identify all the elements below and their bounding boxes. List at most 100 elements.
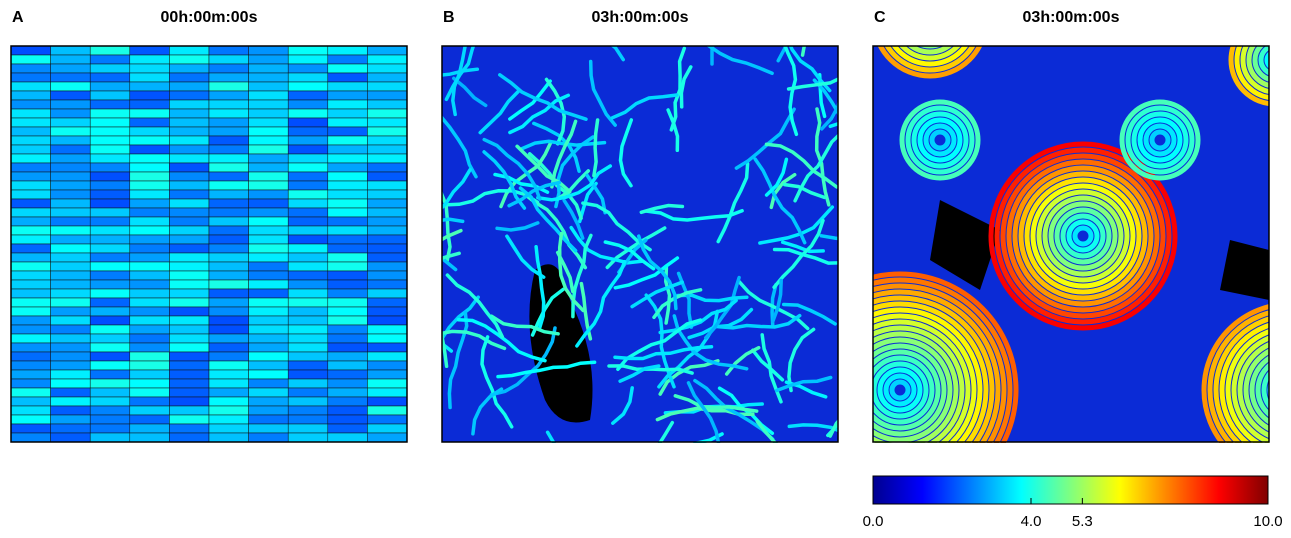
cell (90, 424, 130, 433)
cell (209, 190, 249, 199)
cell (288, 145, 328, 154)
cell (90, 46, 130, 55)
cell (367, 334, 407, 343)
cell (130, 289, 170, 298)
cell (328, 208, 368, 217)
cell (328, 82, 368, 91)
cell (90, 217, 130, 226)
cell (169, 190, 209, 199)
cell (288, 163, 328, 172)
cell (51, 181, 91, 190)
cell (51, 217, 91, 226)
cell (249, 64, 289, 73)
cell (51, 172, 91, 181)
cell (130, 235, 170, 244)
cell (288, 64, 328, 73)
cell (51, 100, 91, 109)
cell (169, 424, 209, 433)
cell (367, 127, 407, 136)
cell (90, 352, 130, 361)
cell (249, 424, 289, 433)
cell (249, 208, 289, 217)
cell (367, 361, 407, 370)
cell (90, 325, 130, 334)
cell (130, 433, 170, 442)
panel-letter: A (12, 9, 24, 26)
ring (1270, 370, 1291, 410)
cell (90, 73, 130, 82)
cell (130, 82, 170, 91)
cell (130, 136, 170, 145)
cell (11, 325, 51, 334)
cell (90, 226, 130, 235)
cell (367, 307, 407, 316)
cell (51, 424, 91, 433)
cell (288, 244, 328, 253)
cell (90, 172, 130, 181)
cell (249, 127, 289, 136)
cell (90, 100, 130, 109)
cell (169, 55, 209, 64)
cell (328, 109, 368, 118)
cell (249, 361, 289, 370)
cell (169, 352, 209, 361)
colorbar (873, 476, 1268, 504)
page: A00h:00m:00sB03h:00m:00sC03h:00m:00s0.04… (0, 0, 1291, 538)
cell (51, 73, 91, 82)
cell (130, 73, 170, 82)
cell (90, 433, 130, 442)
cell (328, 181, 368, 190)
cell (51, 46, 91, 55)
cell (249, 181, 289, 190)
cell (288, 208, 328, 217)
cell (367, 388, 407, 397)
cell (169, 271, 209, 280)
cell (169, 235, 209, 244)
cell (51, 379, 91, 388)
cell (367, 91, 407, 100)
cell (209, 163, 249, 172)
cell (249, 379, 289, 388)
cell (90, 406, 130, 415)
cell (11, 352, 51, 361)
cell (169, 226, 209, 235)
cell (169, 280, 209, 289)
cell (288, 226, 328, 235)
cell (328, 352, 368, 361)
cell (90, 361, 130, 370)
cell (328, 325, 368, 334)
cell (90, 145, 130, 154)
cell (11, 73, 51, 82)
cell (209, 397, 249, 406)
cell (130, 406, 170, 415)
cell (90, 388, 130, 397)
panel-letter: C (874, 9, 886, 26)
cell (209, 307, 249, 316)
panel-b-image (388, 0, 903, 490)
cell (169, 154, 209, 163)
cell (169, 73, 209, 82)
cell (249, 217, 289, 226)
cell (367, 406, 407, 415)
cell (130, 91, 170, 100)
cell (11, 136, 51, 145)
cell (367, 163, 407, 172)
cell (90, 91, 130, 100)
cell (288, 100, 328, 109)
cell (209, 172, 249, 181)
cell (11, 208, 51, 217)
cell (11, 271, 51, 280)
cell (249, 289, 289, 298)
cell (209, 199, 249, 208)
cell (169, 289, 209, 298)
cell (328, 262, 368, 271)
cell (328, 271, 368, 280)
cell (249, 244, 289, 253)
cell (130, 244, 170, 253)
cell (130, 352, 170, 361)
cell (90, 181, 130, 190)
cell (249, 316, 289, 325)
cell (51, 406, 91, 415)
panel-a-image (11, 46, 407, 442)
cell (130, 316, 170, 325)
